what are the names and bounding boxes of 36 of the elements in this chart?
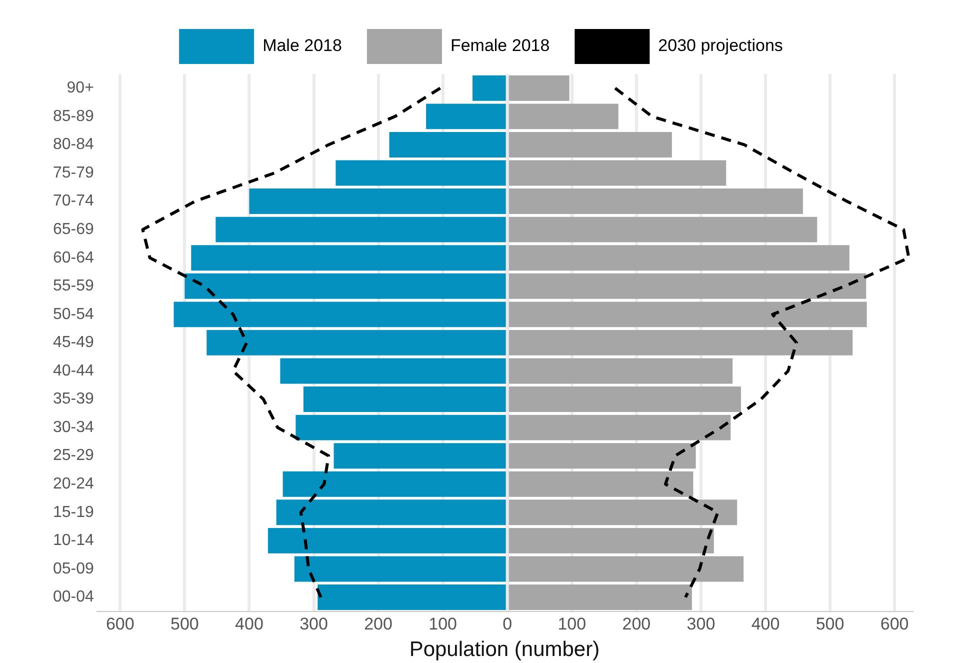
x-tick-label: 500: [170, 614, 199, 634]
y-tick-label: 55-59: [53, 278, 94, 295]
legend-label: Female 2018: [450, 36, 550, 56]
y-tick-label: 25-29: [53, 447, 94, 464]
legend-label: 2030 projections: [658, 36, 783, 56]
x-tick-label: 200: [622, 614, 651, 634]
y-tick-label: 85-89: [53, 108, 94, 125]
y-tick-label: 30-34: [53, 418, 94, 436]
x-tick-label: 400: [751, 614, 780, 634]
y-tick-label: 10-14: [53, 532, 94, 550]
y-tick-label: 40-44: [53, 362, 94, 380]
x-tick-label: 300: [300, 614, 328, 634]
y-tick-label: 90+: [66, 80, 94, 97]
x-tick-label: 300: [686, 614, 716, 634]
x-tick-label: 600: [106, 614, 134, 634]
x-tick-label: 500: [816, 614, 844, 634]
y-tick-label: 65-69: [53, 220, 94, 238]
y-tick-label: 60-64: [53, 249, 94, 266]
y-tick-label: 20-24: [53, 476, 94, 493]
x-tick-label: 0: [502, 614, 512, 634]
x-tick-label: 600: [880, 614, 909, 634]
y-tick-label: 70-74: [53, 192, 94, 210]
y-tick-label: 75-79: [53, 164, 94, 182]
x-tick-label: 100: [558, 614, 586, 634]
y-tick-label: 35-39: [53, 390, 94, 408]
x-tick-label: 400: [235, 614, 264, 634]
x-tick-label: 100: [428, 614, 458, 634]
y-tick-label: 15-19: [53, 504, 94, 521]
y-tick-label: 45-49: [53, 334, 94, 352]
y-tick-label: 00-04: [53, 588, 94, 606]
legend-label: Male 2018: [262, 36, 342, 56]
y-tick-label: 80-84: [53, 136, 94, 154]
y-tick-label: 05-09: [53, 560, 94, 578]
x-tick-label: 200: [364, 614, 392, 634]
y-tick-label: 50-54: [53, 306, 94, 323]
x-axis-title: Population (number): [409, 638, 600, 662]
